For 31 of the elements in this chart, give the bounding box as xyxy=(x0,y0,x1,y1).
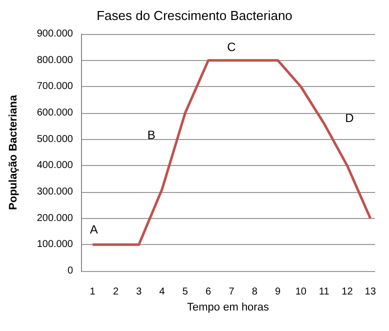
y-tick-label: 0 xyxy=(67,266,74,276)
x-tick-label: 9 xyxy=(274,286,281,298)
y-tick-label: 300.000 xyxy=(36,186,74,198)
annotation: A xyxy=(90,222,98,237)
y-tick-label: 900.000 xyxy=(36,28,74,40)
y-tick-label: 100.000 xyxy=(36,239,74,250)
x-tick-label: 8 xyxy=(252,286,258,298)
y-axis-title: População Bacteriana xyxy=(8,94,20,210)
y-tick-label: 400.000 xyxy=(36,160,74,172)
y-tick-label: 600.000 xyxy=(36,108,74,118)
x-tick-label: 4 xyxy=(159,286,166,298)
y-tick-label: 200.000 xyxy=(36,212,74,224)
annotation: C xyxy=(227,40,236,54)
x-tick-label: 6 xyxy=(206,286,212,298)
x-tick-label: 2 xyxy=(112,286,119,298)
annotation: D xyxy=(345,111,354,126)
x-tick-label: 11 xyxy=(318,286,330,298)
x-tick-label: 3 xyxy=(136,286,142,298)
x-tick-label: 1 xyxy=(90,286,96,298)
x-tick-label: 7 xyxy=(228,286,235,298)
y-tick-label: 800.000 xyxy=(36,54,74,66)
x-tick-label: 10 xyxy=(295,286,307,298)
y-tick-label: 500.000 xyxy=(36,134,74,145)
x-axis-title: Tempo em horas xyxy=(187,301,270,314)
x-tick-label: 5 xyxy=(182,286,188,298)
chart-title: Fases do Crescimento Bacteriano xyxy=(96,8,292,23)
x-tick-label: 13 xyxy=(364,286,376,298)
line-series xyxy=(91,59,372,246)
x-tick-label: 12 xyxy=(342,286,354,298)
annotation: B xyxy=(147,128,156,142)
y-tick-label: 700.000 xyxy=(36,81,74,92)
